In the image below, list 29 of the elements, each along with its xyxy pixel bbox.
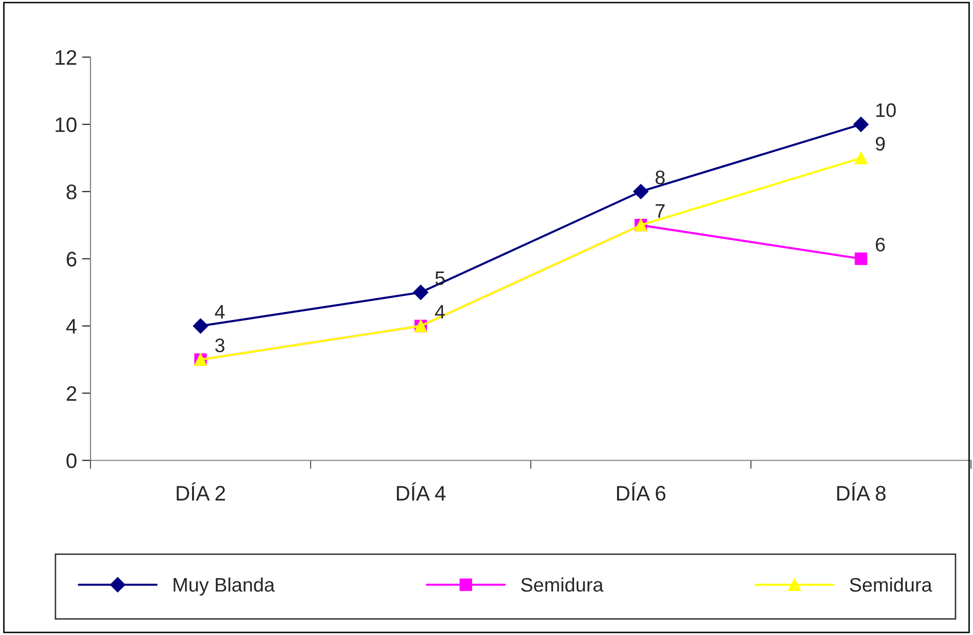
data-label: 7 — [656, 204, 665, 218]
y-tick-label: 12 — [56, 50, 76, 65]
data-label: 9 — [876, 136, 885, 151]
data-label: 10 — [876, 103, 896, 118]
data-label: 4 — [214, 305, 225, 318]
legend-label: Semidura — [850, 577, 932, 592]
legend-label: Muy Blanda — [174, 577, 275, 596]
y-tick-label: 8 — [66, 184, 76, 200]
point — [192, 318, 208, 334]
y-tick-label: 10 — [56, 117, 76, 132]
x-tick-label: DÍA 8 — [837, 482, 886, 501]
point — [854, 152, 868, 164]
y-tick-label: 2 — [66, 386, 76, 401]
data-label: 3 — [215, 338, 224, 352]
data-label: 8 — [656, 170, 665, 184]
point — [633, 184, 648, 200]
point — [853, 116, 869, 132]
data-label: 4 — [435, 305, 445, 318]
x-tick-label: DÍA 4 — [396, 482, 446, 500]
data-label: 5 — [435, 272, 445, 286]
x-tick-label: DÍA 6 — [617, 482, 666, 501]
data-label: 6 — [876, 238, 885, 252]
legend-label: Semidura — [521, 577, 604, 592]
y-tick-label: 4 — [66, 319, 77, 334]
point — [854, 252, 868, 266]
x-tick-label: DÍA 2 — [176, 482, 225, 500]
y-tick-label: 0 — [66, 453, 76, 468]
point — [413, 284, 428, 300]
y-tick-label: 6 — [66, 252, 76, 267]
